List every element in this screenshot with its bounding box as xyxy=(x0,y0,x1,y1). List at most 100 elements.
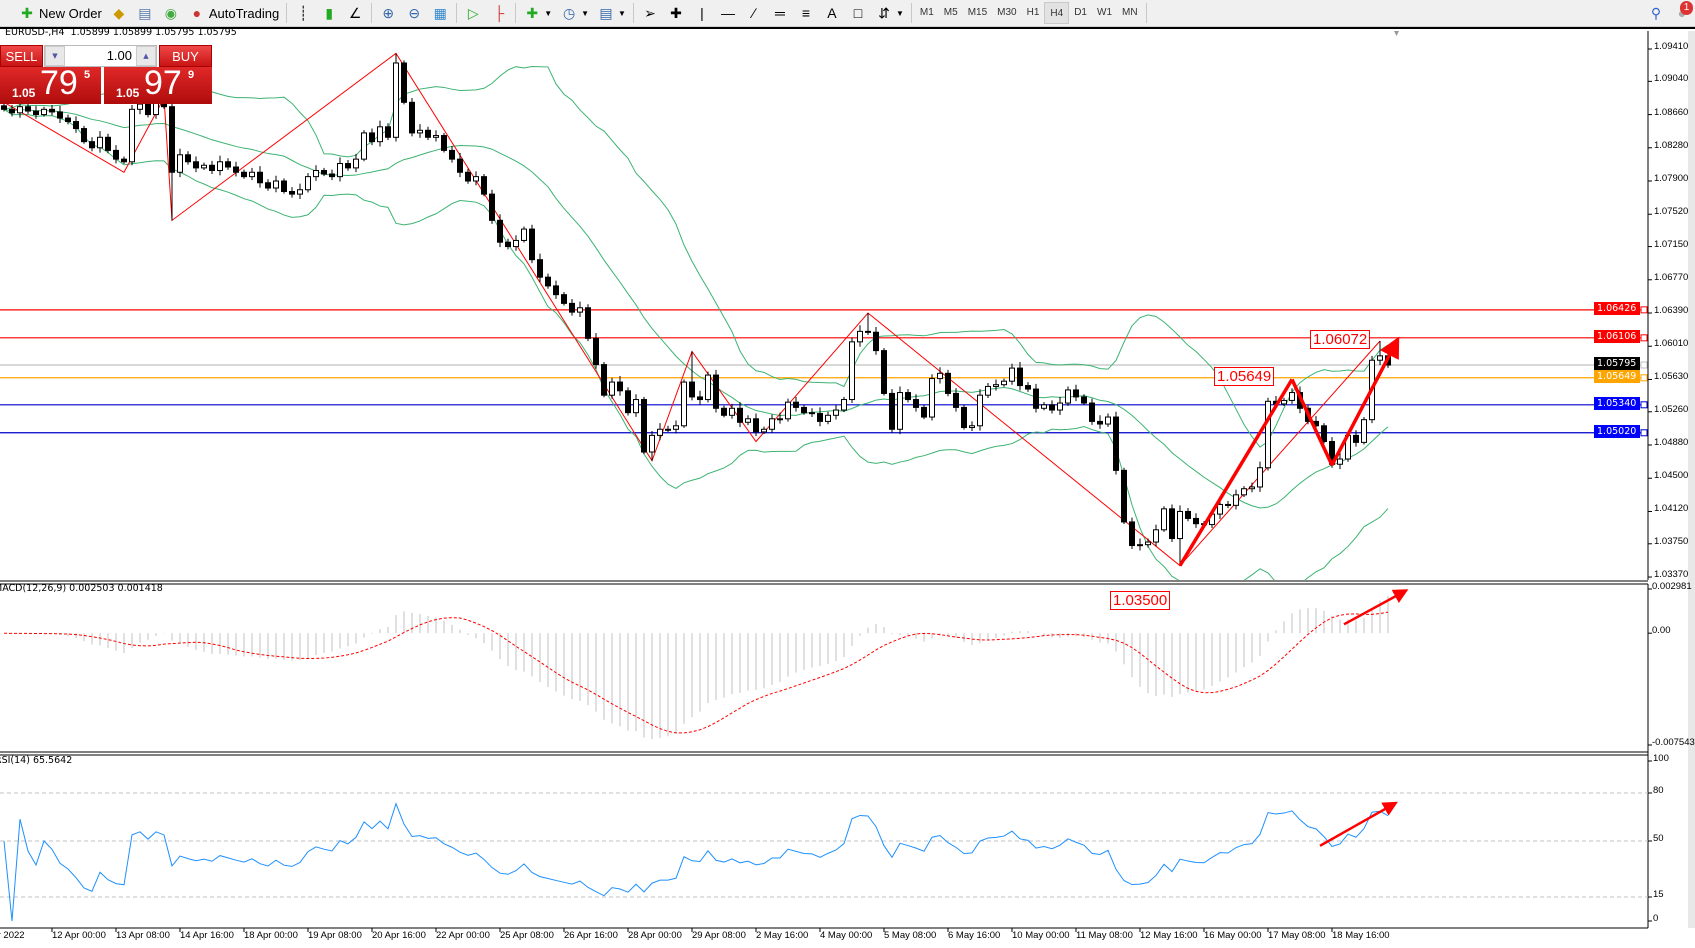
autotrading-button[interactable]: ● AutoTrading xyxy=(184,1,283,25)
text-button[interactable]: A xyxy=(819,1,845,25)
macd-axis-label: 0.002981 xyxy=(1652,581,1692,592)
sell-button[interactable]: SELL xyxy=(0,45,43,67)
autoscroll-button[interactable]: ▷ xyxy=(460,1,486,25)
timeframe-m5[interactable]: M5 xyxy=(943,7,958,18)
timeframe-h4[interactable]: H4 xyxy=(1044,2,1070,24)
candle-body xyxy=(1289,392,1295,401)
timeframe-h1[interactable]: H1 xyxy=(1026,7,1040,18)
lot-increase-button[interactable]: ▲ xyxy=(136,46,156,66)
horizontal-line-price-label: 1.05649 xyxy=(1594,369,1640,383)
candle xyxy=(1161,506,1167,532)
market-watch-button[interactable]: ▤ xyxy=(132,1,158,25)
candle-body xyxy=(393,62,399,138)
candle xyxy=(337,157,343,182)
candle-body xyxy=(9,108,15,114)
tile-windows-button[interactable]: ▦ xyxy=(427,1,453,25)
timeframe-w1[interactable]: W1 xyxy=(1097,7,1112,18)
candle-body xyxy=(641,399,647,453)
candle xyxy=(1033,383,1039,413)
indicators-button[interactable]: ✚ ▼ xyxy=(519,1,556,25)
candle xyxy=(585,304,591,342)
candle xyxy=(681,379,687,428)
price-axis-label: 1.08280 xyxy=(1654,139,1689,151)
candle xyxy=(1049,400,1055,414)
arrows-button[interactable]: ⇵ ▼ xyxy=(871,1,908,25)
chart-canvas[interactable] xyxy=(0,29,1695,948)
zoom-in-button[interactable]: ⊕ xyxy=(375,1,401,25)
candlestick-button[interactable]: ▮ xyxy=(316,1,342,25)
candle-body xyxy=(1161,508,1167,531)
lot-decrease-button[interactable]: ▼ xyxy=(45,46,65,66)
chart-window[interactable] xyxy=(0,27,1695,946)
horizontal-line-price-label: 1.05795 xyxy=(1594,357,1640,371)
crosshair-button[interactable]: ✚ xyxy=(663,1,689,25)
cursor-button[interactable]: ➢ xyxy=(637,1,663,25)
timeframe-mn[interactable]: MN xyxy=(1122,7,1138,18)
candle xyxy=(1249,482,1255,493)
candle-body xyxy=(1185,510,1191,519)
candle xyxy=(1185,507,1191,522)
candle xyxy=(1281,397,1287,407)
equidistant-channel-button[interactable]: ═ xyxy=(767,1,793,25)
fibonacci-button[interactable]: ≡ xyxy=(793,1,819,25)
sell-price-box[interactable]: 1.05 79 5 xyxy=(0,64,101,104)
candle-body xyxy=(785,401,791,420)
candle xyxy=(129,104,135,166)
candle xyxy=(1017,361,1023,391)
separator xyxy=(1145,3,1147,23)
candle-body xyxy=(1105,416,1111,425)
periods-button[interactable]: ◷ ▼ xyxy=(556,1,593,25)
zoom-out-button[interactable]: ⊖ xyxy=(401,1,427,25)
metaeditor-button[interactable]: ◆ xyxy=(106,1,132,25)
buy-price-box[interactable]: 1.05 97 9 xyxy=(104,64,212,104)
signals-button[interactable]: ◉ xyxy=(158,1,184,25)
text-label-button[interactable]: □ xyxy=(845,1,871,25)
line-handle xyxy=(1640,374,1648,382)
candle-body xyxy=(201,164,207,169)
candle xyxy=(449,146,455,163)
line-chart-button[interactable]: ∠ xyxy=(342,1,368,25)
candle-body xyxy=(1249,486,1255,490)
autoscroll-icon: ▷ xyxy=(467,5,479,21)
timeframe-d1[interactable]: D1 xyxy=(1074,7,1087,18)
notification-badge: 1 xyxy=(1680,1,1693,15)
candle xyxy=(321,167,327,177)
candle-body xyxy=(1025,385,1031,390)
vertical-line-button[interactable]: | xyxy=(689,1,715,25)
candle xyxy=(569,299,575,316)
new-order-button[interactable]: ✚ New Order xyxy=(14,1,106,25)
candle xyxy=(937,367,943,384)
candle xyxy=(881,347,887,396)
candle-body xyxy=(521,228,527,241)
time-axis-label: 19 Apr 08:00 xyxy=(308,930,362,941)
candle-body xyxy=(1241,488,1247,496)
lot-size-input[interactable]: 1.00 xyxy=(106,48,132,63)
bar-chart-button[interactable]: ┊ xyxy=(290,1,316,25)
candle xyxy=(1265,397,1271,471)
price-label-box: 1.05649 xyxy=(1214,366,1275,386)
candle xyxy=(809,408,815,418)
candle xyxy=(265,179,271,191)
candle-body xyxy=(257,171,263,184)
timeframe-m1[interactable]: M1 xyxy=(919,7,934,18)
buy-button[interactable]: BUY xyxy=(159,45,212,67)
templates-button[interactable]: ▤ ▼ xyxy=(593,1,630,25)
toolbar: ✚ New Order ◆ ▤ ◉ ● AutoTrading ┊ ▮ ∠ ⊕ ⊖ … xyxy=(0,0,1695,27)
candle xyxy=(1361,417,1367,445)
candle-body xyxy=(505,241,511,248)
chart-shift-button[interactable]: ├ xyxy=(486,1,512,25)
candle-body xyxy=(617,381,623,392)
search-button[interactable]: ⚲ xyxy=(1643,1,1669,25)
trendline-button[interactable]: ∕ xyxy=(741,1,767,25)
rsi-line xyxy=(3,802,1389,922)
buy-price-pip: 9 xyxy=(188,69,195,81)
lot-size-stepper[interactable]: ▼ 1.00 ▲ xyxy=(44,45,157,67)
timeframe-m30[interactable]: M30 xyxy=(997,7,1017,18)
timeframe-m15[interactable]: M15 xyxy=(967,7,988,18)
candle xyxy=(1073,384,1079,402)
candle xyxy=(1041,402,1047,411)
price-axis-label: 1.03370 xyxy=(1654,569,1689,581)
notifications-button[interactable]: ●1 xyxy=(1669,1,1695,25)
candle xyxy=(625,387,631,416)
horizontal-line-button[interactable]: — xyxy=(715,1,741,25)
